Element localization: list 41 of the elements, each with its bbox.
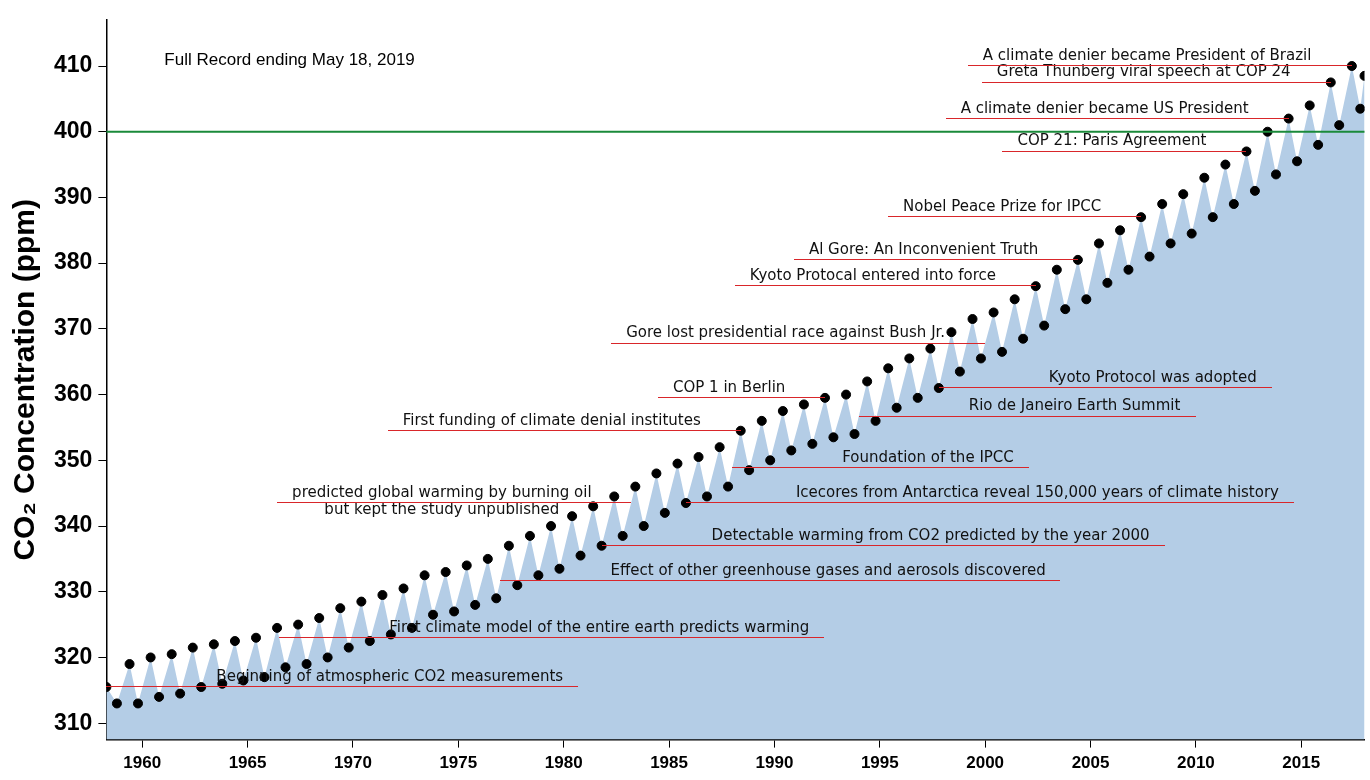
annotation: Nobel Peace Prize for IPCC <box>903 197 1102 216</box>
x-tick-label: 1970 <box>334 753 372 773</box>
y-tick-label: 380 <box>54 248 93 275</box>
x-tick-label: 1985 <box>650 753 688 773</box>
y-tick-label: 390 <box>54 182 93 209</box>
annotation: Foundation of the IPCC <box>842 448 1014 467</box>
x-tick-label: 2015 <box>1282 753 1321 773</box>
x-tick-label: 2010 <box>1176 753 1215 773</box>
y-tick-label: 340 <box>54 511 93 538</box>
x-tick-label: 1990 <box>755 753 794 773</box>
x-tick-label: 1975 <box>439 753 478 773</box>
annotation: Detectable warming from CO2 predicted by the year 2000 <box>711 525 1150 544</box>
y-tick-label: 360 <box>54 379 93 406</box>
annotation: A climate denier became US President <box>960 98 1249 117</box>
x-tick-label: 1995 <box>860 753 899 773</box>
x-tick-label: 1980 <box>544 753 583 773</box>
x-tick-label: 2005 <box>1071 753 1110 773</box>
annotation: Kyoto Protocal entered into force <box>749 266 997 285</box>
y-tick-label: 400 <box>54 117 93 144</box>
x-tick-label: 1960 <box>123 753 162 773</box>
x-tick-label: 1965 <box>228 753 267 773</box>
annotation: Al Gore: An Inconvenient Truth <box>808 239 1039 258</box>
annotation: First funding of climate denial institutes <box>402 410 701 429</box>
annotation: A climate denier became President of Brazil <box>982 46 1312 64</box>
y-tick-label: 410 <box>54 51 93 78</box>
annotation: Full Record ending May 18, 2019 <box>164 49 415 69</box>
y-tick-label: 310 <box>54 708 93 735</box>
y-tick-label: 320 <box>54 642 93 669</box>
annotation: Kyoto Protocol was adopted <box>1048 368 1257 386</box>
y-tick-label: 350 <box>54 445 93 472</box>
annotation: Effect of other greenhouse gases and aerosols discovered <box>610 560 1046 579</box>
annotation: COP 21: Paris Agreement <box>1017 131 1207 150</box>
annotation: predicted global warming by burning oil but kept the study unpublished <box>292 483 592 519</box>
y-tick-label: 330 <box>54 577 93 604</box>
annotation: COP 1 in Berlin <box>673 377 786 396</box>
y-axis-title: CO₂ Concentration (ppm) <box>7 198 41 561</box>
annotation: Rio de Janeiro Earth Summit <box>968 396 1181 415</box>
x-tick-label: 2000 <box>966 753 1005 773</box>
y-tick-label: 370 <box>54 314 93 341</box>
annotation: Gore lost presidential race against Bush Jr. <box>626 323 946 342</box>
annotation: Icecores from Antarctica reveal 150,000 years of climate history <box>795 483 1279 502</box>
